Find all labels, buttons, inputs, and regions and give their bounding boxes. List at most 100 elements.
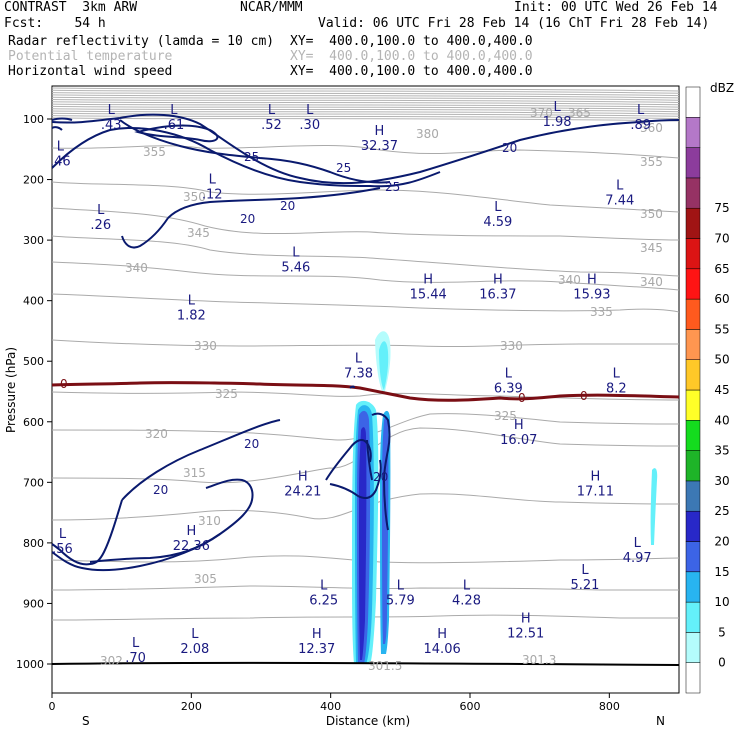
svg-text:25: 25 [385,180,400,194]
strat-theta-line [52,103,679,108]
freezing-level-line [52,381,679,402]
colorbar-swatch [685,480,701,512]
extrema-type: L [292,245,300,260]
model-name: CONTRAST 3km ARW [4,0,138,15]
organization: NCAR/MMM [240,0,303,15]
extrema-value: .70 [125,651,146,666]
strat-theta-line [52,99,679,103]
svg-text:350: 350 [640,207,663,221]
field-1-xy: XY= 400.0,100.0 to 400.0,400.0 [290,34,533,49]
strat-theta-line [52,92,679,97]
x-tick-label: 0 [49,700,56,713]
svg-text:301.5: 301.5 [368,659,402,673]
x-tick-label: 200 [181,700,202,713]
extrema-value: 32.37 [361,139,398,154]
extrema-value: 16.37 [479,288,516,303]
extrema-value: 5.21 [570,578,599,593]
extrema-type: H [423,273,433,288]
colorbar-level-label: 0 [718,656,726,670]
svg-text:302: 302 [100,654,123,668]
colorbar-level-label: 75 [714,201,729,215]
colorbar-swatch [685,147,701,179]
extrema-value: 5.79 [386,593,415,608]
colorbar-level-label: 60 [714,292,729,306]
y-tick-label: 500 [23,355,44,368]
colorbar-level-label: 35 [714,444,729,458]
extrema-value: 7.44 [605,194,634,209]
svg-text:370: 370 [530,106,553,120]
colorbar-level-label: 10 [714,595,729,609]
strat-theta-line [52,105,679,110]
colorbar-level-label: 5 [718,625,726,639]
svg-text:340: 340 [640,275,663,289]
extrema-type: L [57,139,65,154]
extrema-value: 1.82 [177,309,206,324]
extrema-value: 4.97 [623,551,652,566]
extrema-type: H [298,469,308,484]
extrema-value: .46 [50,154,71,169]
extrema-value: 22.36 [173,539,210,554]
extrema-type: H [437,627,447,642]
freezing-level-labels: 0 0 0 [60,377,588,405]
colorbar-level-label: 15 [714,565,729,579]
strat-theta-line [52,101,679,106]
colorbar-swatch [685,389,701,421]
field-2-name: Potential temperature [8,49,173,64]
extrema-type: L [613,366,621,381]
colorbar-swatch [685,420,701,451]
svg-text:301.3: 301.3 [522,653,556,667]
svg-text:330: 330 [194,339,217,353]
y-tick-label: 900 [23,597,44,610]
svg-text:365: 365 [568,106,591,120]
extrema-type: L [616,179,624,194]
extrema-type: L [581,563,589,578]
colorbar-level-label: 30 [714,474,729,488]
valid-time: Valid: 06 UTC Fri 28 Feb 14 (16 ChT Fri … [318,16,710,31]
extrema-value: 24.21 [284,484,321,499]
extrema-type: L [132,636,140,651]
svg-text:350: 350 [183,190,206,204]
extrema-type: L [505,366,513,381]
colorbar-level-label: 55 [714,322,729,336]
extrema-type: H [591,469,601,484]
forecast-hour: Fcst: 54 h [4,16,106,31]
theta-labels: 355 350 345 340 335 330 325 320 315 310 … [100,106,663,673]
extrema-type: L [108,103,116,118]
y-tick-label: 700 [23,476,44,489]
extrema-type: H [493,273,503,288]
extrema-value: .43 [101,118,122,133]
svg-text:325: 325 [494,409,517,423]
extrema-value: .12 [202,188,223,203]
y-tick-label: 300 [23,234,44,247]
extrema-type: L [637,103,645,118]
extrema-value: .52 [261,118,282,133]
colorbar-swatch [685,601,701,633]
svg-text:345: 345 [187,226,210,240]
extrema-value: 4.28 [452,593,481,608]
colorbar-level-label: 65 [714,262,729,276]
svg-text:20: 20 [153,483,168,497]
y-tick-label: 600 [23,416,44,429]
extrema-value: 4.59 [483,215,512,230]
x-axis-south-label: S [82,714,90,728]
svg-text:340: 340 [558,273,581,287]
extrema-type: L [634,536,642,551]
extrema-value: .61 [164,118,185,133]
colorbar-swatch [685,238,701,270]
init-time: Init: 00 UTC Wed 26 Feb 14 [514,0,718,15]
svg-text:20: 20 [280,199,295,213]
strat-theta-line [52,108,679,113]
colorbar-swatch [685,117,701,148]
colorbar-swatch [685,541,701,573]
strat-theta-line [52,112,679,117]
colorbar-level-label: 50 [714,353,729,367]
extrema-value: .56 [52,542,73,557]
y-tick-label: 400 [23,295,44,308]
field-1-name: Radar reflectivity (lamda = 10 cm) [8,34,275,49]
extrema-value: 17.11 [577,484,614,499]
field-3-name: Horizontal wind speed [8,64,173,79]
extrema-type: L [170,103,178,118]
svg-text:0: 0 [580,389,588,403]
svg-text:20: 20 [240,212,255,226]
extrema-value: 6.25 [309,593,338,608]
